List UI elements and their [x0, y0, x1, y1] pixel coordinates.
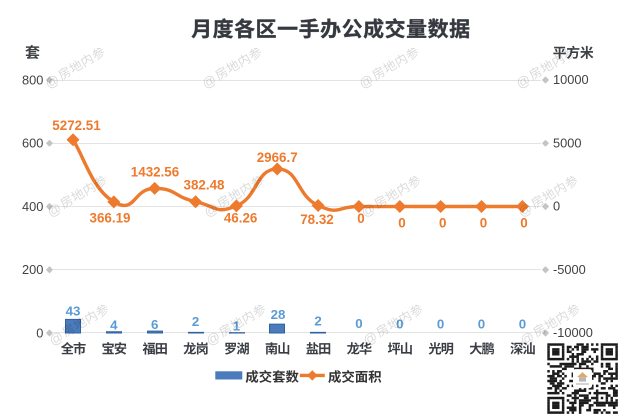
svg-text:5000: 5000 — [553, 135, 581, 150]
svg-text:4: 4 — [110, 318, 118, 333]
svg-text:@: @ — [201, 200, 220, 220]
svg-text:@: @ — [360, 329, 379, 349]
svg-text:@: @ — [358, 200, 377, 220]
svg-text:@: @ — [513, 72, 532, 92]
svg-text:28: 28 — [271, 307, 286, 322]
svg-text:366.19: 366.19 — [90, 210, 131, 225]
svg-text:600: 600 — [22, 136, 43, 151]
svg-text:@: @ — [203, 329, 222, 349]
svg-text:2: 2 — [192, 314, 199, 329]
svg-text:43: 43 — [66, 304, 81, 319]
svg-text:0: 0 — [398, 215, 405, 230]
svg-text:6: 6 — [151, 317, 158, 332]
svg-text:2966.7: 2966.7 — [257, 150, 298, 165]
svg-text:0: 0 — [439, 215, 446, 230]
svg-text:0: 0 — [355, 316, 362, 331]
svg-text:382.48: 382.48 — [184, 177, 226, 192]
svg-text:0: 0 — [437, 316, 444, 331]
svg-text:@: @ — [44, 200, 63, 220]
svg-text:200: 200 — [22, 262, 43, 277]
svg-text:@: @ — [46, 329, 65, 349]
svg-text:0: 0 — [520, 215, 527, 230]
svg-text:@: @ — [199, 72, 218, 92]
svg-text:@: @ — [515, 200, 534, 220]
svg-text:0: 0 — [480, 215, 487, 230]
svg-text:400: 400 — [22, 199, 43, 214]
svg-text:78.32: 78.32 — [300, 212, 334, 227]
svg-text:@: @ — [42, 72, 61, 92]
svg-text:0: 0 — [553, 199, 560, 214]
svg-text:800: 800 — [22, 72, 43, 87]
svg-text:0: 0 — [478, 316, 485, 331]
svg-text:1: 1 — [233, 318, 241, 333]
svg-text:0: 0 — [36, 325, 43, 340]
svg-text:-10000: -10000 — [553, 325, 593, 340]
svg-text:0: 0 — [357, 211, 364, 226]
svg-text:10000: 10000 — [553, 72, 589, 87]
svg-text:46.26: 46.26 — [224, 210, 258, 225]
svg-text:2: 2 — [314, 314, 321, 329]
svg-text:5272.51: 5272.51 — [52, 118, 101, 133]
svg-text:0: 0 — [519, 316, 526, 331]
svg-text:1432.56: 1432.56 — [131, 164, 179, 179]
svg-text:@: @ — [356, 72, 375, 92]
svg-text:-5000: -5000 — [553, 262, 586, 277]
svg-text:@: @ — [517, 329, 536, 349]
